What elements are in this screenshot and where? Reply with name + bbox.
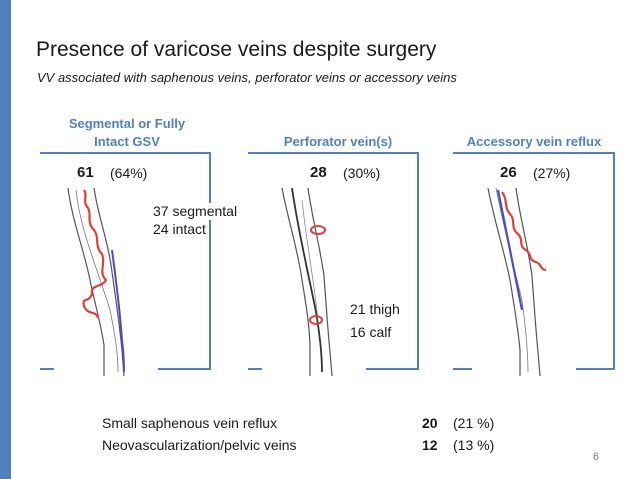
leg-illustration-perforator: [262, 180, 366, 380]
percent-gsv: (64%): [110, 165, 148, 181]
column-heading-gsv-line1: Segmental or Fully: [68, 116, 186, 131]
count-accessory: 26: [500, 164, 517, 181]
percent-perforator: (30%): [343, 165, 381, 181]
note-perforator-calf: 16 calf: [350, 324, 392, 341]
bottom-row-percent: (21 %): [453, 415, 495, 431]
bottom-row-count: 20: [422, 415, 438, 431]
column-heading-gsv-line2: Intact GSV: [94, 134, 160, 149]
count-gsv: 61: [77, 164, 94, 181]
leg-illustration-gsv: [54, 180, 158, 380]
count-perforator: 28: [310, 164, 327, 181]
slide-accent-bar: [0, 0, 11, 479]
bottom-row-percent: (13 %): [453, 437, 495, 453]
percent-accessory: (27%): [533, 165, 571, 181]
bottom-row-label: Small saphenous vein reflux: [102, 415, 278, 431]
column-heading-perforator: Perforator vein(s): [283, 134, 393, 149]
note-gsv-segmental: 37 segmental: [153, 203, 238, 220]
slide-subtitle: VV associated with saphenous veins, perf…: [37, 70, 457, 85]
note-perforator-thigh: 21 thigh: [350, 301, 400, 318]
note-gsv-intact: 24 intact: [153, 221, 206, 238]
column-heading-gsv: Segmental or Fully Intact GSV: [62, 115, 192, 151]
page-number: 6: [593, 451, 600, 463]
slide-title: Presence of varicose veins despite surge…: [36, 38, 437, 61]
column-heading-accessory: Accessory vein reflux: [466, 134, 602, 149]
bottom-row-count: 12: [422, 437, 438, 453]
bottom-row-label: Neovascularization/pelvic veins: [102, 437, 297, 453]
leg-illustration-accessory: [472, 180, 576, 380]
